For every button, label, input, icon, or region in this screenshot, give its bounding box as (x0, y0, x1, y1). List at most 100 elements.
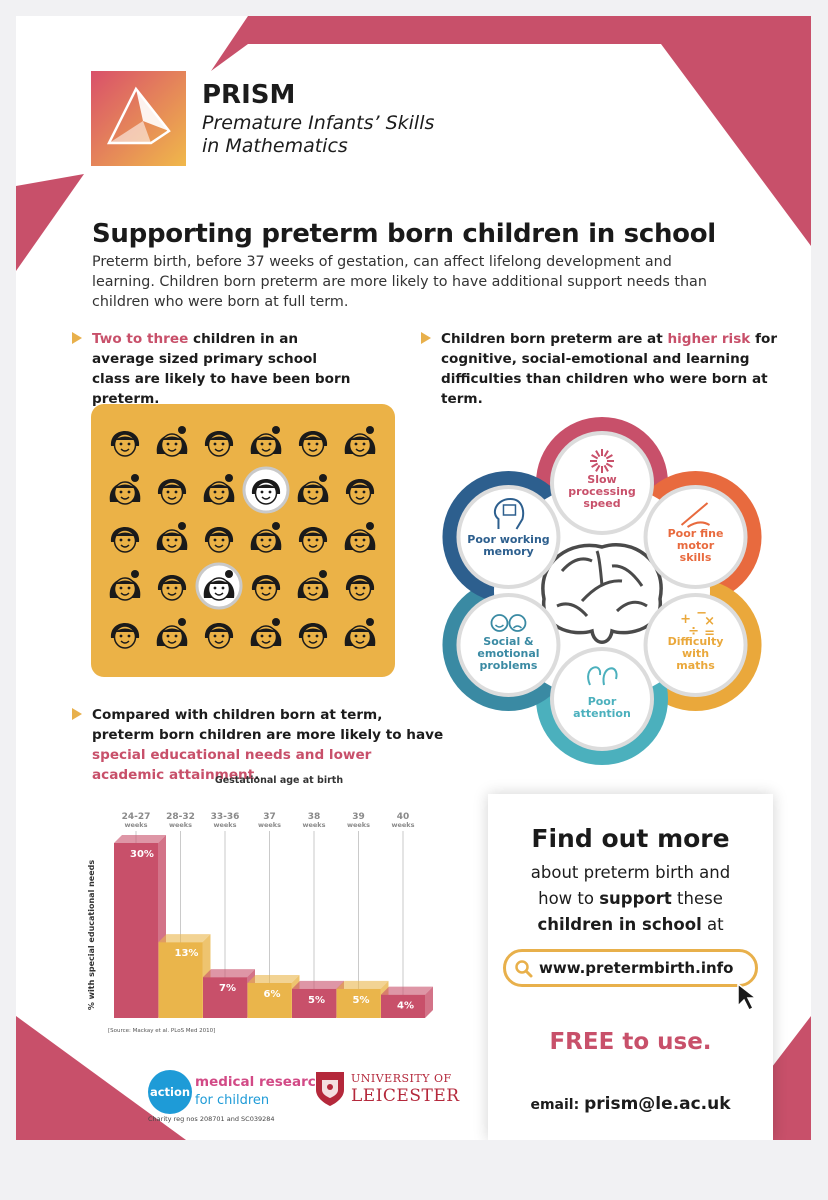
difficulty-label: Social & (483, 635, 534, 648)
difficulty-label: with (682, 647, 709, 660)
difficulty-label: Poor working (467, 533, 549, 546)
left-corner-shape (16, 174, 84, 271)
child-face-icon (157, 575, 187, 601)
poster: PRISM Premature Infants’ Skills in Mathe… (16, 16, 811, 1140)
faces-icon (490, 614, 527, 632)
cta-line3: children in school at (488, 912, 773, 938)
cta-line3-bold: children in school (537, 915, 702, 934)
chart-category-unit: weeks (213, 821, 236, 829)
chart-category-unit: weeks (124, 821, 147, 829)
child-face-icon (109, 474, 141, 505)
children-grid (109, 426, 376, 649)
uol-line1: UNIVERSITY OF (351, 1072, 452, 1085)
child-face-icon (204, 431, 234, 457)
bullet2-text-post: for cognitive, social-emotional and lear… (441, 331, 778, 407)
chart-category-unit: weeks (302, 821, 325, 829)
charity-numbers: Charity reg nos 208701 and SC039284 (148, 1115, 275, 1123)
chart-data-label: 13% (175, 948, 199, 959)
chart-source: [Source: Mackay et al. PLoS Med 2010] (108, 1028, 215, 1034)
find-out-text: about preterm birth and how to support t… (488, 860, 773, 938)
bullet-arrow-icon (72, 332, 82, 344)
bullet1-text: children in an average sized primary sch… (92, 331, 351, 407)
sen-bar-chart: Gestational age at birth % with special … (87, 775, 433, 1034)
chart-y-axis-label: % with special educational needs (87, 860, 96, 1011)
processing-burst-icon (590, 449, 614, 473)
chart-category-unit: weeks (258, 821, 281, 829)
chart-category-label: 39 (352, 812, 365, 822)
child-face-icon (204, 623, 234, 649)
cta-line3-post: at (701, 915, 724, 934)
bullet2-highlight: higher risk (667, 331, 751, 347)
child-face-icon (345, 479, 375, 505)
chart-category-label: 37 (263, 812, 276, 822)
difficulty-label: emotional (477, 647, 539, 660)
child-face-icon (204, 527, 234, 553)
difficulty-label: processing (568, 485, 635, 498)
math-symbols-icon: + −× ÷ = (680, 606, 715, 641)
chart-category-label: 40 (397, 812, 410, 822)
difficulty-label: Poor fine (668, 527, 724, 540)
search-icon (515, 960, 533, 978)
svg-text:×: × (704, 614, 715, 629)
difficulty-label: skills (680, 551, 712, 564)
bullet1-highlight: Two to three (92, 331, 189, 347)
brand-subtitle-line1: Premature Infants’ Skills (202, 112, 435, 134)
chart-category-unit: weeks (169, 821, 192, 829)
chart-title: Gestational age at birth (215, 775, 343, 786)
amr-line2: for children (195, 1093, 270, 1108)
chart-category-label: 24-27 (122, 812, 151, 822)
uol-line2: LEICESTER (351, 1086, 460, 1106)
child-face-icon (298, 623, 328, 649)
child-face-icon (250, 618, 282, 649)
child-face-icon (250, 522, 282, 553)
bullet-arrow-icon (421, 332, 431, 344)
child-face-icon (110, 431, 140, 457)
difficulty-label: speed (583, 497, 620, 510)
attention-arrows-icon (587, 666, 618, 686)
difficulty-label: memory (483, 545, 534, 558)
difficulty-label: Poor (588, 695, 617, 708)
contact-email: email: prism@le.ac.uk (488, 1094, 773, 1114)
page-title: Supporting preterm born children in scho… (92, 219, 716, 249)
university-crest-icon (316, 1072, 344, 1106)
website-url[interactable]: www.pretermbirth.info (539, 959, 734, 977)
chart-data-label: 7% (219, 983, 236, 994)
difficulty-label: Slow (587, 473, 616, 486)
chart-data-label: 30% (130, 849, 154, 860)
bullet-arrow-icon (72, 708, 82, 720)
cta-line2: how to support these (488, 886, 773, 912)
brand-subtitle-line2: in Mathematics (202, 135, 348, 157)
child-face-icon (156, 618, 188, 649)
chart-data-label: 6% (264, 989, 281, 1000)
child-face-icon (110, 527, 140, 553)
chart-bar: 5% (292, 980, 344, 1018)
prism-logo (91, 71, 186, 166)
chart-bar: 30% (114, 835, 166, 1018)
brand-subtitle: Premature Infants’ Skills in Mathematics (202, 112, 502, 158)
svg-text:−: − (696, 606, 707, 621)
chart-data-label: 5% (308, 995, 325, 1006)
intro-text: Preterm birth, before 37 weeks of gestat… (92, 254, 707, 310)
child-face-icon (156, 522, 188, 553)
child-face-icon (250, 426, 282, 457)
email-label: email: (530, 1097, 585, 1113)
bullet3-highlight: special educational needs and lower acad… (92, 747, 372, 783)
hand-writing-icon (680, 502, 711, 528)
bullet-special-needs: Compared with children born at term, pre… (72, 705, 447, 785)
website-link[interactable]: www.pretermbirth.info (503, 949, 758, 987)
difficulty-label: Difficulty (668, 635, 724, 648)
child-face-icon (110, 623, 140, 649)
children-grid-panel (91, 404, 395, 677)
bullet-higher-risk: Children born preterm are at higher risk… (421, 329, 781, 409)
child-face-icon (298, 431, 328, 457)
chart-bar: 5% (336, 980, 389, 1018)
svg-text:÷: ÷ (688, 624, 699, 639)
difficulty-label: problems (479, 659, 537, 672)
preterm-child-face-icon (195, 562, 243, 610)
email-address[interactable]: prism@le.ac.uk (584, 1094, 731, 1114)
child-face-icon (156, 426, 188, 457)
chart-data-label: 4% (397, 1001, 414, 1012)
